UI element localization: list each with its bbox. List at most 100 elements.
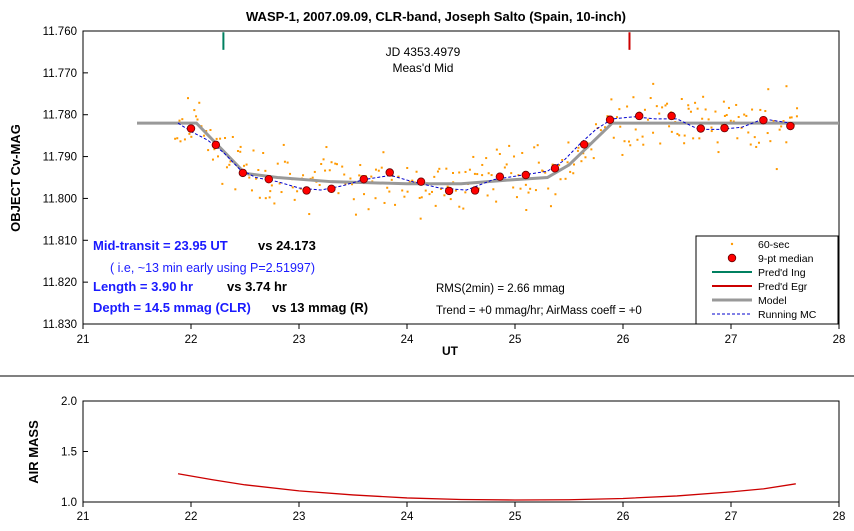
data-point-60sec — [745, 114, 748, 117]
data-point-60sec — [343, 173, 346, 176]
data-point-60sec — [692, 137, 695, 140]
data-point-60sec — [782, 120, 785, 123]
data-point-60sec — [796, 107, 799, 110]
median-point — [720, 123, 729, 133]
data-point-60sec — [349, 177, 352, 180]
data-point-60sec — [652, 82, 655, 85]
data-point-60sec — [382, 151, 385, 154]
data-point-60sec — [668, 125, 671, 128]
data-point-60sec — [618, 108, 621, 111]
data-point-60sec — [354, 213, 357, 216]
data-point-60sec — [525, 208, 528, 211]
data-point-60sec — [439, 187, 442, 190]
data-point-60sec — [707, 118, 710, 121]
data-point-60sec — [704, 108, 707, 111]
data-point-60sec — [732, 120, 735, 123]
airmass-x-tick-label: 27 — [725, 511, 738, 523]
median-point — [786, 121, 795, 131]
data-point-60sec — [296, 190, 299, 193]
data-point-60sec — [464, 191, 467, 194]
legend-60sec-label: 60-sec — [758, 239, 790, 251]
airmass-x-tick-label: 23 — [293, 511, 306, 523]
data-point-60sec — [193, 109, 196, 112]
data-point-60sec — [495, 148, 498, 151]
data-point-60sec — [481, 163, 484, 166]
data-point-60sec — [576, 149, 579, 152]
trend-text: Trend = +0 mmag/hr; AirMass coeff = +0 — [436, 305, 642, 317]
data-point-60sec — [380, 166, 383, 169]
data-point-60sec — [723, 114, 726, 117]
data-point-60sec — [324, 169, 327, 172]
data-point-60sec — [619, 125, 622, 128]
data-point-60sec — [289, 172, 292, 175]
data-point-60sec — [451, 171, 454, 174]
data-point-60sec — [577, 146, 580, 149]
x-axis-label: UT — [442, 344, 459, 358]
airmass-y-axis-label: AIR MASS — [26, 420, 41, 484]
data-point-60sec — [438, 167, 441, 170]
data-point-60sec — [363, 193, 366, 196]
y-tick-label: 11.810 — [43, 235, 77, 247]
data-point-60sec — [485, 157, 488, 160]
data-point-60sec — [449, 198, 452, 201]
data-point-60sec — [606, 115, 609, 118]
data-point-60sec — [367, 208, 370, 211]
jd-label: JD 4353.4979 — [386, 45, 461, 59]
data-point-60sec — [561, 159, 564, 162]
data-point-60sec — [567, 141, 570, 144]
data-point-60sec — [534, 189, 537, 192]
data-point-60sec — [325, 146, 328, 149]
data-point-60sec — [780, 125, 783, 128]
data-point-60sec — [634, 128, 637, 131]
data-point-60sec — [524, 183, 527, 186]
data-point-60sec — [569, 170, 572, 173]
data-point-60sec — [658, 112, 661, 115]
data-point-60sec — [359, 164, 362, 167]
data-point-60sec — [789, 116, 792, 119]
data-point-60sec — [629, 144, 632, 147]
data-point-60sec — [702, 95, 705, 98]
data-point-60sec — [252, 149, 255, 152]
mid-transit-note: ( i.e, ~13 min early using P=2.51997) — [110, 261, 315, 275]
data-point-60sec — [418, 196, 421, 199]
data-point-60sec — [590, 148, 593, 151]
data-point-60sec — [549, 205, 552, 208]
data-point-60sec — [374, 197, 377, 200]
data-point-60sec — [328, 169, 331, 172]
data-point-60sec — [239, 150, 242, 153]
data-point-60sec — [415, 170, 418, 173]
data-point-60sec — [262, 151, 265, 154]
data-point-60sec — [790, 116, 793, 119]
data-point-60sec — [541, 170, 544, 173]
y-tick-label: 11.800 — [43, 193, 77, 205]
data-point-60sec — [558, 164, 561, 167]
y-axis-label: OBJECT Cv-MAG — [8, 124, 23, 232]
data-point-60sec — [352, 198, 355, 201]
data-point-60sec — [498, 152, 501, 155]
data-point-60sec — [278, 182, 281, 185]
data-point-60sec — [436, 170, 439, 173]
median-point — [759, 115, 768, 125]
data-point-60sec — [239, 145, 242, 148]
data-point-60sec — [661, 106, 664, 109]
data-point-60sec — [505, 163, 508, 166]
data-point-60sec — [537, 161, 540, 164]
data-point-60sec — [521, 151, 524, 154]
airmass-x-tick-label: 22 — [185, 511, 198, 523]
data-point-60sec — [198, 101, 201, 104]
data-point-60sec — [174, 137, 177, 140]
data-point-60sec — [337, 192, 340, 195]
airmass-y-tick-label: 2.0 — [61, 396, 77, 408]
data-point-60sec — [293, 198, 296, 201]
data-point-60sec — [592, 157, 595, 160]
data-point-60sec — [217, 155, 220, 158]
data-point-60sec — [670, 130, 673, 133]
data-point-60sec — [458, 171, 461, 174]
data-point-60sec — [778, 128, 781, 131]
data-point-60sec — [195, 115, 198, 118]
x-tick-label: 27 — [725, 334, 738, 346]
data-point-60sec — [270, 184, 273, 187]
data-point-60sec — [213, 148, 216, 151]
data-point-60sec — [370, 175, 373, 178]
airmass-x-tick-label: 25 — [509, 511, 522, 523]
